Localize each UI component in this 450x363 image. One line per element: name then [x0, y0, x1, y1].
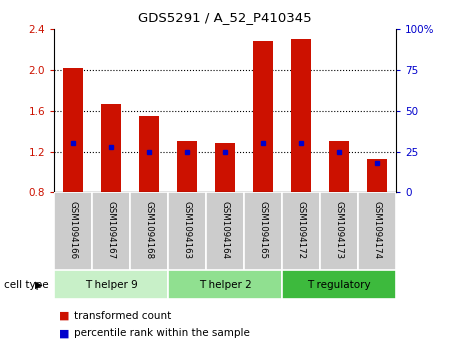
Bar: [63, 68, 83, 192]
Text: transformed count: transformed count: [74, 311, 171, 321]
Bar: [328, 141, 350, 192]
Bar: [282, 192, 320, 270]
Text: ■: ■: [58, 311, 69, 321]
Bar: [139, 116, 159, 192]
Bar: [54, 192, 92, 270]
Bar: [100, 103, 122, 192]
Text: T regulatory: T regulatory: [307, 280, 371, 290]
Text: ■: ■: [58, 328, 69, 338]
Text: GSM1094165: GSM1094165: [258, 201, 267, 259]
Bar: [367, 159, 387, 192]
Bar: [358, 192, 396, 270]
Bar: [92, 192, 130, 270]
Bar: [291, 39, 311, 192]
Text: GSM1094174: GSM1094174: [373, 201, 382, 259]
Bar: [252, 41, 274, 192]
Text: T helper 2: T helper 2: [198, 280, 252, 290]
Bar: [244, 192, 282, 270]
Text: GSM1094168: GSM1094168: [144, 201, 153, 259]
Text: GSM1094164: GSM1094164: [220, 201, 230, 259]
Text: T helper 9: T helper 9: [85, 280, 137, 290]
Bar: [215, 143, 235, 192]
Bar: [320, 192, 358, 270]
Bar: [168, 192, 206, 270]
Bar: [282, 270, 396, 299]
Text: percentile rank within the sample: percentile rank within the sample: [74, 328, 250, 338]
Text: GSM1094163: GSM1094163: [183, 201, 192, 259]
Text: cell type: cell type: [4, 280, 49, 290]
Text: ▶: ▶: [35, 280, 42, 290]
Text: GDS5291 / A_52_P410345: GDS5291 / A_52_P410345: [138, 11, 312, 24]
Bar: [176, 141, 198, 192]
Bar: [54, 270, 168, 299]
Bar: [168, 270, 282, 299]
Text: GSM1094166: GSM1094166: [68, 201, 77, 259]
Bar: [130, 192, 168, 270]
Text: GSM1094172: GSM1094172: [297, 201, 306, 259]
Bar: [206, 192, 244, 270]
Text: GSM1094173: GSM1094173: [334, 201, 343, 259]
Text: GSM1094167: GSM1094167: [107, 201, 116, 259]
